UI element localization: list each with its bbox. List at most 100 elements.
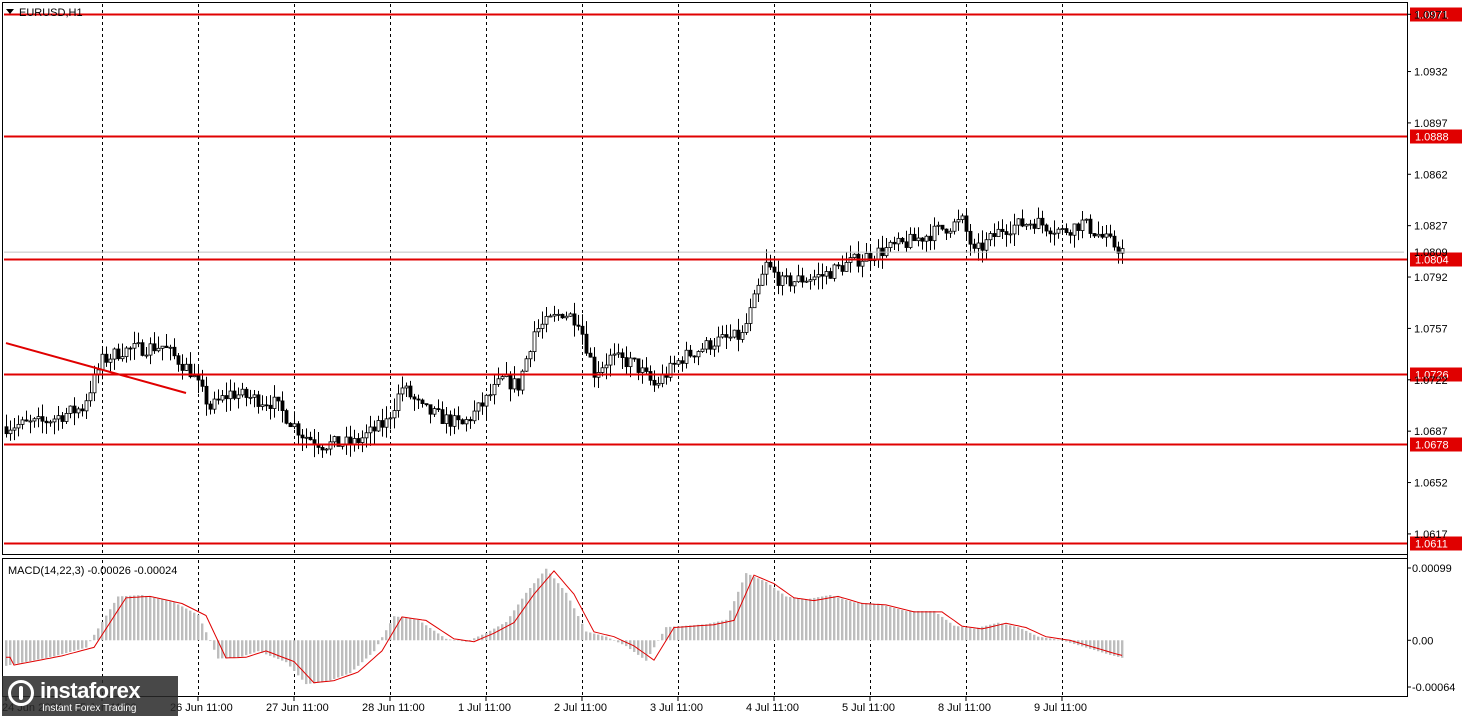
candle-body (1000, 228, 1005, 232)
macd-bar (1009, 625, 1012, 641)
candle-body (668, 362, 673, 378)
candle-body (88, 392, 93, 402)
candle-body (144, 354, 149, 357)
candle-body (824, 271, 829, 277)
candle-body (380, 420, 385, 428)
macd-bar (509, 616, 512, 641)
macd-bar (981, 626, 984, 641)
macd-bar (845, 599, 848, 641)
candle-body (324, 448, 329, 451)
macd-bar (345, 640, 348, 675)
macd-axis: 0.00099 0.00 -0.00064 (1407, 563, 1455, 694)
macd-bar (969, 628, 972, 641)
candle-body (336, 436, 341, 447)
macd-bar (997, 622, 1000, 641)
macd-bar (493, 628, 496, 641)
candle-body (364, 432, 369, 439)
candle-body (552, 313, 557, 317)
candle-body (20, 419, 25, 425)
candle-body (244, 388, 249, 398)
macd-bar (1117, 640, 1120, 657)
macd-bar (181, 606, 184, 641)
candle-body (948, 230, 953, 234)
candle-body (76, 408, 81, 414)
candle-body (184, 363, 189, 371)
macd-bar (1021, 629, 1024, 641)
macd-bar (993, 623, 996, 641)
candle-body (108, 358, 113, 363)
macd-bar (729, 610, 732, 641)
instaforex-logo: instaforex Instant Forex Trading (2, 676, 178, 716)
candle-body (592, 356, 597, 378)
candle-body (636, 358, 641, 373)
candle-body (964, 215, 969, 232)
candle-body (836, 264, 841, 267)
macd-bar (573, 608, 576, 641)
dropdown-triangle-icon[interactable] (6, 9, 14, 14)
macd-bar (661, 633, 664, 641)
candle-body (896, 237, 901, 245)
macd-histogram (5, 568, 1124, 685)
candle-body (236, 394, 241, 399)
candle-body (56, 415, 61, 420)
macd-bar (961, 626, 964, 641)
macd-bar (1073, 640, 1076, 644)
macd-bar (753, 576, 756, 641)
candle-body (280, 400, 285, 411)
macd-bar (685, 625, 688, 641)
macd-bar (789, 597, 792, 641)
macd-bar (445, 638, 448, 641)
candle-body (928, 235, 933, 242)
macd-bar (705, 624, 708, 641)
candle-body (36, 416, 41, 420)
candle-body (912, 233, 917, 242)
macd-bar (393, 616, 396, 641)
candle-body (756, 284, 761, 295)
candle-body (208, 403, 213, 410)
candle-body (960, 215, 965, 220)
macd-bar (149, 596, 152, 641)
time-tick-label: 26 Jun 11:00 (170, 702, 233, 714)
macd-bar (533, 583, 536, 641)
candle-body (860, 260, 865, 267)
candle-body (628, 357, 633, 368)
candle-body (268, 404, 273, 409)
candle-body (1108, 233, 1113, 237)
candle-body (924, 235, 929, 242)
macd-bar (933, 611, 936, 641)
price-tick-label: 1.0862 (1414, 169, 1448, 181)
candle-body (1008, 233, 1013, 236)
price-tick-label: 1.0827 (1414, 221, 1448, 233)
macd-bar (217, 640, 220, 659)
candle-body (696, 351, 701, 358)
macd-bar (901, 610, 904, 641)
level-tag-label: 1.0726 (1415, 370, 1449, 382)
macd-bar (1093, 640, 1096, 651)
candle-body (40, 416, 45, 422)
candle-body (264, 404, 269, 407)
candle-body (748, 307, 753, 324)
candle-body (944, 228, 949, 234)
macd-bar (61, 640, 64, 655)
candle-body (224, 395, 229, 400)
candle-body (996, 228, 1001, 237)
price-tick-label: 1.0722 (1414, 375, 1448, 387)
macd-bar (893, 607, 896, 641)
macd-bar (1025, 630, 1028, 641)
macd-bar (189, 610, 192, 641)
macd-bar (529, 588, 532, 641)
candle-body (228, 390, 233, 400)
time-tick-label: 9 Jul 11:00 (1034, 702, 1087, 714)
candle-body (676, 360, 681, 365)
candle-body (764, 261, 769, 275)
candle-body (632, 357, 637, 360)
macd-bar (809, 598, 812, 641)
macd-bar (665, 627, 668, 641)
macd-bar (649, 640, 652, 655)
macd-bar (801, 598, 804, 641)
macd-bar (741, 582, 744, 641)
macd-bar (625, 640, 628, 647)
macd-bar (1029, 632, 1032, 641)
candle-body (688, 349, 693, 357)
